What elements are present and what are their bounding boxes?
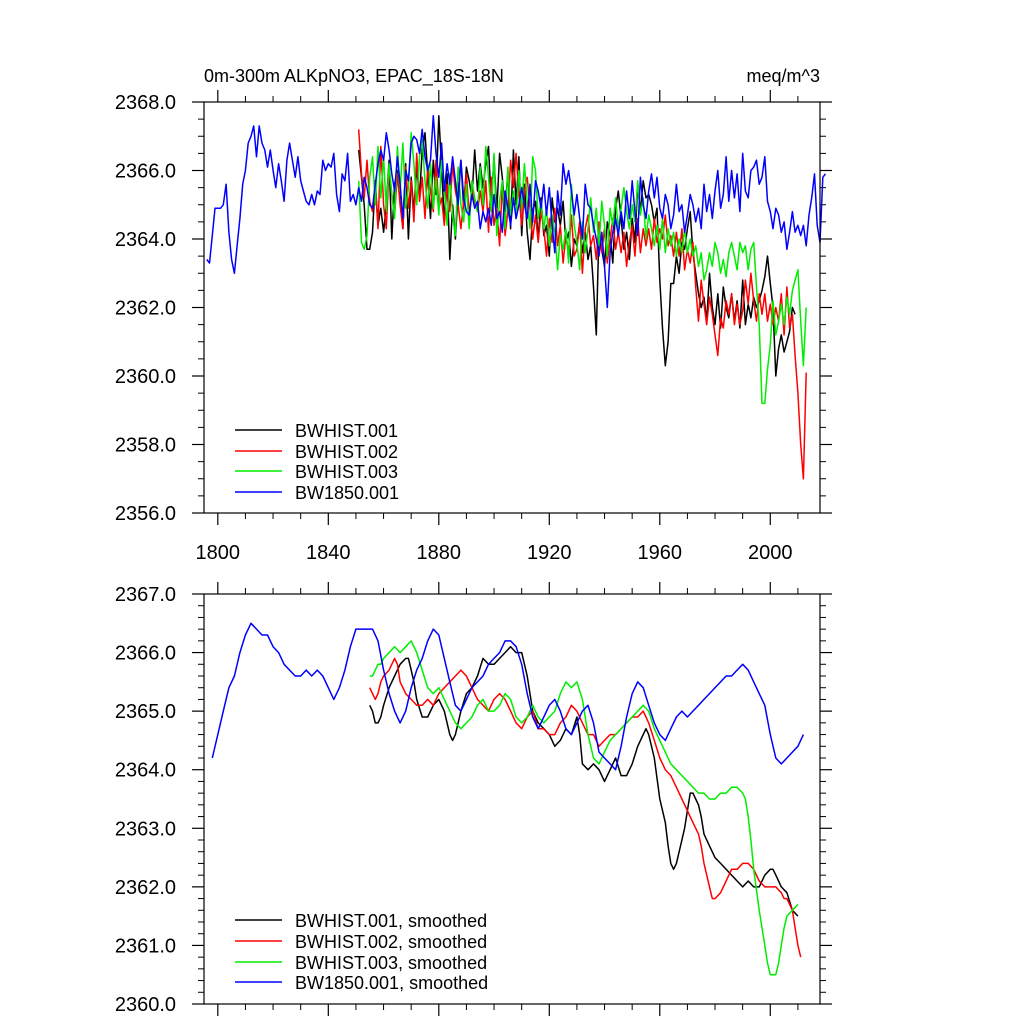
legend-label-bwhist-003-smoothed: BWHIST.003, smoothed — [295, 953, 487, 973]
panel-top-title-right: meq/m^3 — [747, 66, 820, 86]
legend-label-bwhist-003: BWHIST.003 — [295, 462, 398, 482]
legend-label-bwhist-002: BWHIST.002 — [295, 442, 398, 462]
series-line-bwhist-002 — [357, 129, 807, 480]
series-line-bwhist-002-smoothed — [369, 657, 802, 958]
series-line-bwhist-003-smoothed — [369, 640, 799, 976]
ytick-label-bottom: 2363.0 — [115, 818, 176, 840]
xtick-label-top: 1800 — [196, 542, 241, 564]
ytick-label-bottom: 2364.0 — [115, 760, 176, 782]
ytick-label-bottom: 2361.0 — [115, 935, 176, 957]
xtick-label-top: 1840 — [306, 542, 351, 564]
series-line-bwhist-003 — [357, 132, 807, 405]
top-series — [206, 114, 827, 480]
bottom-legend: BWHIST.001, smoothed BWHIST.002, smoothe… — [235, 911, 488, 993]
series-line-bw1850-001 — [206, 114, 827, 309]
ytick-label-top: 2362.0 — [115, 298, 176, 320]
bottom-series — [211, 622, 805, 976]
xtick-label-top: 2000 — [748, 542, 793, 564]
ytick-label-bottom: 2362.0 — [115, 877, 176, 899]
xtick-label-top: 1960 — [638, 542, 683, 564]
legend-label-bwhist-002-smoothed: BWHIST.002, smoothed — [295, 932, 487, 952]
ytick-label-bottom: 2360.0 — [115, 994, 176, 1016]
panel-top-frame — [203, 101, 821, 514]
ytick-label-bottom: 2367.0 — [115, 584, 176, 606]
xtick-label-top: 1920 — [527, 542, 572, 564]
ytick-label-top: 2368.0 — [115, 92, 176, 114]
legend-label-bwhist-001: BWHIST.001 — [295, 421, 398, 441]
top-legend: BWHIST.001 BWHIST.002 BWHIST.003 BW1850.… — [235, 421, 399, 503]
ytick-label-top: 2364.0 — [115, 229, 176, 251]
ytick-label-top: 2358.0 — [115, 435, 176, 457]
legend-label-bw1850-001-smoothed: BW1850.001, smoothed — [295, 973, 488, 993]
panel-bottom-frame — [203, 593, 821, 1005]
ytick-label-top: 2366.0 — [115, 161, 176, 183]
series-line-bwhist-001-smoothed — [369, 645, 799, 917]
panel-bottom: 2360.0 2361.0 2362.0 2363.0 2364.0 2365.0 2366… — [115, 582, 832, 1016]
bottom-ticks: 2360.0 2361.0 2362.0 2363.0 2364.0 2365.0 2366… — [115, 582, 832, 1016]
ytick-label-bottom: 2365.0 — [115, 701, 176, 723]
xtick-label-top: 1880 — [417, 542, 462, 564]
legend-label-bwhist-001-smoothed: BWHIST.001, smoothed — [295, 911, 487, 931]
panel-top: 0m-300m ALKpNO3, EPAC_18S-18N meq/m^3 23… — [115, 66, 832, 564]
legend-label-bw1850-001: BW1850.001 — [295, 483, 399, 503]
panel-top-title-left: 0m-300m ALKpNO3, EPAC_18S-18N — [204, 66, 504, 87]
ytick-label-bottom: 2366.0 — [115, 643, 176, 665]
ytick-label-top: 2360.0 — [115, 366, 176, 388]
series-line-bw1850-001-smoothed — [211, 622, 805, 771]
top-ticks: 2356.0 2358.0 2360.0 2362.0 2364.0 2366.0 2368… — [115, 90, 832, 564]
ytick-label-top: 2356.0 — [115, 503, 176, 525]
